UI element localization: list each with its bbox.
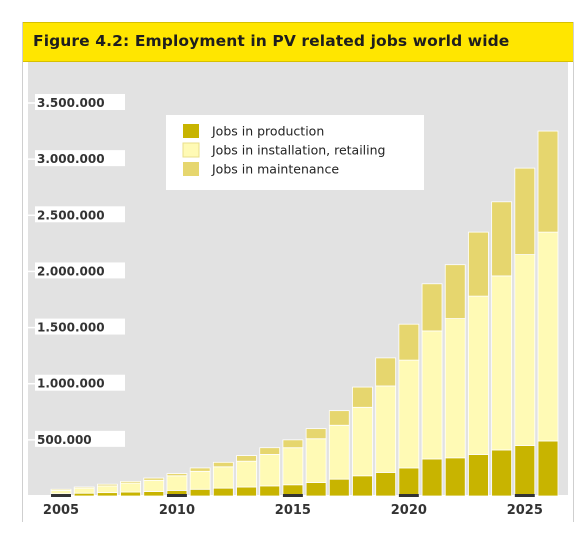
bar-segment-installation [236, 460, 257, 488]
x-tick-mark [166, 494, 187, 497]
bar-segment-production [236, 486, 257, 497]
x-tick-label: 2015 [275, 503, 311, 518]
legend-label: Jobs in installation, retailing [211, 143, 385, 158]
bar-segment-installation [491, 275, 512, 451]
bar-segment-installation [444, 318, 466, 459]
bar-segment-maintenance [421, 283, 443, 332]
bar-segment-production [398, 467, 420, 497]
bar-segment-production [421, 458, 443, 497]
bar-segment-installation [212, 466, 234, 489]
legend-swatch [182, 142, 200, 158]
bar-segment-installation [143, 479, 165, 492]
bar-segment-production [73, 492, 95, 497]
stacked-bar-chart: 500.000 1.000.000 1.500.000 2.000.000 2.500.… [28, 62, 568, 518]
x-tick-label: 2025 [507, 503, 543, 518]
bar-segment-production [491, 449, 512, 497]
bar-segment-maintenance [212, 461, 234, 468]
bar-segment-installation [328, 424, 350, 480]
bar-segment-production [212, 487, 234, 497]
bar-segment-maintenance [143, 477, 165, 481]
x-tick-mark [398, 494, 419, 497]
x-tick-mark [514, 494, 535, 497]
legend-swatch [183, 162, 199, 176]
bar-segment-installation [537, 231, 559, 442]
x-tick-label: 2010 [159, 503, 195, 518]
bar-segment-maintenance [189, 467, 211, 472]
bar-segment-maintenance [444, 264, 466, 319]
y-tick-label: 500.000 [37, 433, 92, 447]
y-tick-label: 1.500.000 [37, 321, 105, 335]
bar-segment-production [375, 472, 397, 497]
bar-segment-production [259, 485, 281, 497]
bar-segment-production [537, 440, 559, 497]
bar-segment-production [305, 482, 327, 497]
y-tick-label-bg [35, 430, 125, 447]
x-tick-mark [282, 494, 303, 497]
figure-title-bar: Figure 4.2: Employment in PV related job… [23, 22, 573, 62]
bar-segment-maintenance [50, 488, 72, 491]
bar-segment-maintenance [120, 481, 141, 484]
bar-segment-installation [50, 489, 72, 495]
bar-segment-production [328, 478, 350, 497]
bar-segment-installation [468, 295, 489, 455]
bar-segment-installation [120, 482, 141, 493]
y-tick-label: 3.500.000 [37, 96, 105, 110]
bar-segment-production [352, 475, 373, 497]
y-tick-label: 2.500.000 [37, 208, 105, 222]
bar-segment-installation [73, 487, 95, 494]
y-tick-label-bg [35, 94, 125, 110]
chart-title: Figure 4.2: Employment in PV related job… [33, 32, 510, 50]
bar-segment-maintenance [468, 231, 489, 297]
bar-segment-maintenance [375, 357, 397, 387]
bar-segment-installation [282, 447, 304, 486]
figure-frame: Figure 4.2: Employment in PV related job… [22, 22, 574, 522]
bar-segment-production [468, 454, 489, 497]
bar-segment-maintenance [305, 428, 327, 440]
bar-segment-production [120, 491, 141, 497]
legend-swatch [183, 124, 199, 138]
bar-segment-installation [305, 438, 327, 483]
y-tick-label-bg [35, 262, 125, 279]
bar-segment-installation [375, 385, 397, 473]
bar-segment-maintenance [352, 386, 373, 408]
bar-segment-installation [352, 406, 373, 477]
bar-segment-maintenance [328, 410, 350, 426]
legend-box [166, 115, 424, 190]
y-tick-label: 1.000.000 [37, 377, 105, 391]
bar-segment-maintenance [491, 201, 512, 277]
bar-segment-installation [166, 475, 188, 491]
bar-segment-maintenance [236, 455, 257, 462]
bar-segment-installation [259, 454, 281, 487]
bar-segment-installation [421, 330, 443, 460]
y-tick-label-bg [35, 206, 125, 223]
bar-segment-production [514, 445, 536, 497]
bar-segment-production [189, 488, 211, 497]
legend-label: Jobs in maintenance [211, 162, 339, 177]
x-tick-mark [51, 494, 71, 497]
y-tick-label-bg [35, 374, 125, 391]
bar-segment-maintenance [259, 447, 281, 455]
y-tick-label: 3.000.000 [37, 152, 105, 166]
bar-segment-installation [189, 470, 211, 490]
bar-segment-installation [97, 485, 118, 494]
x-tick-label: 2020 [391, 503, 427, 518]
bar-segment-installation [398, 359, 420, 469]
y-tick-label: 2.000.000 [37, 264, 105, 278]
bar-segment-maintenance [398, 323, 420, 361]
bar-segment-maintenance [97, 483, 118, 487]
bar-segment-maintenance [537, 130, 559, 233]
x-tick-label: 2005 [43, 503, 79, 518]
bar-segment-production [97, 492, 118, 497]
bar-segment-maintenance [282, 439, 304, 449]
y-tick-label-bg [35, 318, 125, 335]
bar-segment-production [143, 491, 165, 497]
bar-segment-installation [514, 254, 536, 446]
bar-segment-maintenance [73, 486, 95, 489]
bar-segment-maintenance [166, 473, 188, 477]
legend-label: Jobs in production [211, 124, 324, 139]
bar-segment-production [444, 457, 466, 497]
y-tick-label-bg [35, 150, 125, 167]
bar-segment-maintenance [514, 167, 536, 255]
